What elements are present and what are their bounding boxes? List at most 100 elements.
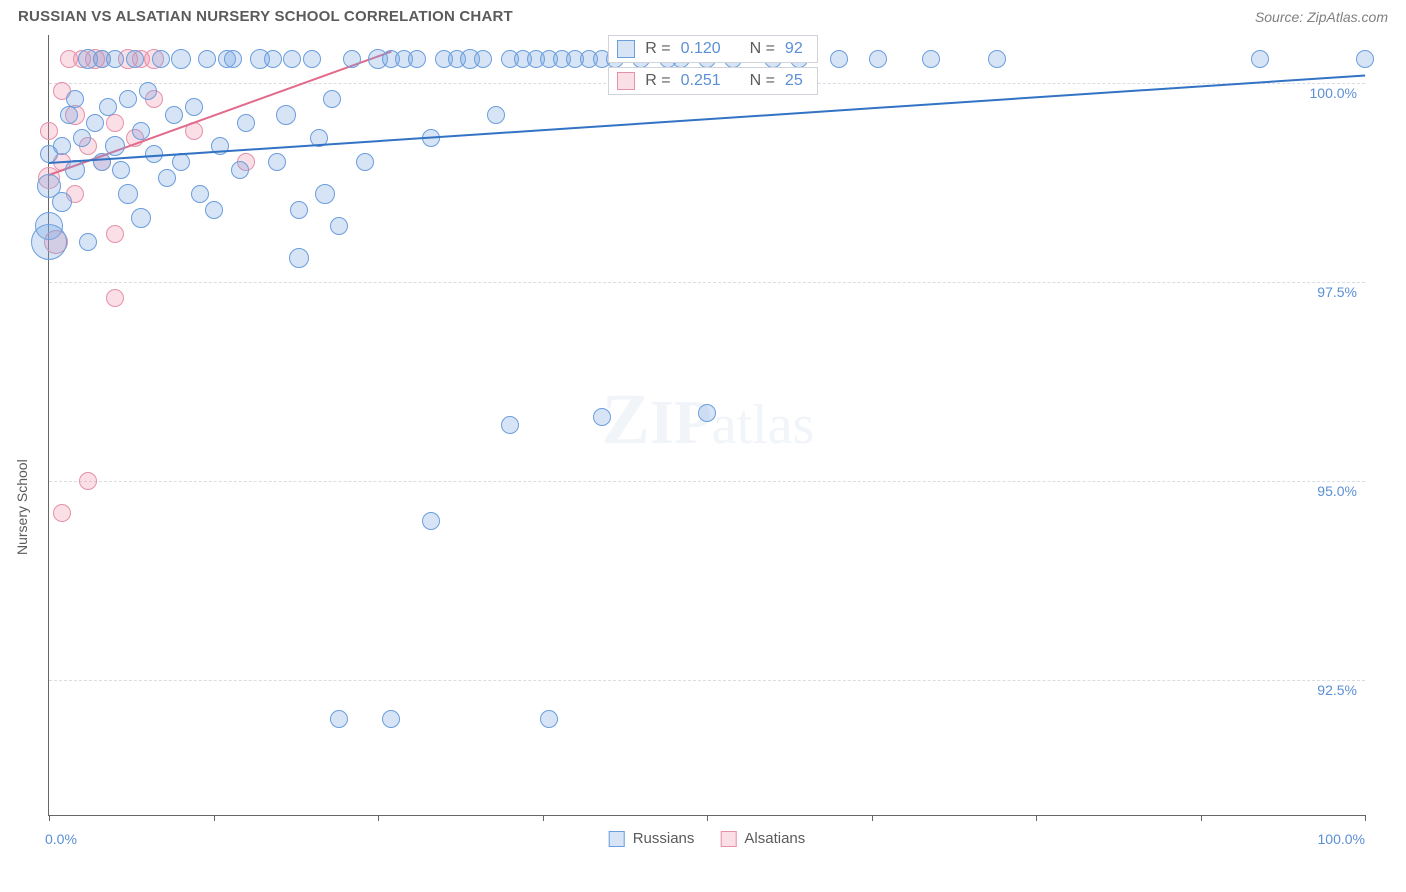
- russians-marker: [152, 50, 170, 68]
- russians-marker: [422, 512, 440, 530]
- alsatians-swatch-icon: [720, 831, 736, 847]
- stat-r-label: R =: [645, 40, 670, 58]
- russians-marker: [408, 50, 426, 68]
- gridline: [49, 481, 1365, 482]
- russians-marker: [330, 217, 348, 235]
- russians-marker: [73, 129, 91, 147]
- x-tick: [49, 815, 50, 821]
- russians-marker: [323, 90, 341, 108]
- russians-marker: [988, 50, 1006, 68]
- russians-marker: [66, 90, 84, 108]
- alsatians-marker: [79, 472, 97, 490]
- alsatians-marker: [40, 122, 58, 140]
- x-tick: [707, 815, 708, 821]
- x-tick: [1201, 815, 1202, 821]
- russians-marker: [191, 185, 209, 203]
- y-tick-label: 95.0%: [1315, 483, 1359, 499]
- russians-marker: [172, 153, 190, 171]
- russians-marker: [268, 153, 286, 171]
- russians-marker: [139, 82, 157, 100]
- x-tick-label: 0.0%: [45, 831, 77, 847]
- russians-swatch-icon: [617, 40, 635, 58]
- stat-r-value: 0.251: [681, 72, 721, 90]
- alsatians-swatch-icon: [617, 72, 635, 90]
- stat-r-label: R =: [645, 72, 670, 90]
- stats-box-russians: R =0.120 N =92: [608, 35, 817, 63]
- stat-n-value: 92: [785, 40, 803, 58]
- russians-marker: [52, 192, 72, 212]
- plot-area: 92.5%95.0%97.5%100.0%0.0%100.0%ZIPatlasR…: [48, 35, 1365, 816]
- russians-marker: [198, 50, 216, 68]
- stats-box-alsatians: R = 0.251 N = 25: [608, 67, 817, 95]
- russians-marker: [290, 201, 308, 219]
- russians-marker: [869, 50, 887, 68]
- russians-marker: [474, 50, 492, 68]
- y-tick-label: 100.0%: [1308, 85, 1359, 101]
- y-tick-label: 97.5%: [1315, 284, 1359, 300]
- russians-marker: [1251, 50, 1269, 68]
- alsatians-marker: [106, 225, 124, 243]
- russians-marker: [132, 122, 150, 140]
- russians-marker: [382, 710, 400, 728]
- russians-marker: [31, 224, 67, 260]
- russians-marker: [303, 50, 321, 68]
- russians-marker: [922, 50, 940, 68]
- russians-marker: [86, 114, 104, 132]
- russians-marker: [126, 50, 144, 68]
- legend-label: Russians: [633, 830, 695, 847]
- russians-marker: [60, 106, 78, 124]
- russians-marker: [185, 98, 203, 116]
- x-tick: [872, 815, 873, 821]
- russians-marker: [65, 160, 85, 180]
- russians-marker: [105, 136, 125, 156]
- russians-marker: [237, 114, 255, 132]
- russians-marker: [118, 184, 138, 204]
- legend-item-russians: Russians: [609, 830, 695, 847]
- russians-marker: [119, 90, 137, 108]
- title-bar: RUSSIAN VS ALSATIAN NURSERY SCHOOL CORRE…: [0, 0, 1406, 29]
- russians-marker: [487, 106, 505, 124]
- russians-marker: [106, 50, 124, 68]
- russians-marker: [315, 184, 335, 204]
- russians-marker: [99, 98, 117, 116]
- x-tick: [1365, 815, 1366, 821]
- russians-marker: [276, 105, 296, 125]
- russians-marker: [171, 49, 191, 69]
- gridline: [49, 680, 1365, 681]
- russians-marker: [231, 161, 249, 179]
- russians-marker: [330, 710, 348, 728]
- legend: Russians Alsatians: [609, 830, 806, 847]
- russians-marker: [264, 50, 282, 68]
- russians-marker: [224, 50, 242, 68]
- russians-marker: [131, 208, 151, 228]
- alsatians-marker: [106, 114, 124, 132]
- stat-n-label: N =: [750, 72, 775, 90]
- russians-marker: [343, 50, 361, 68]
- alsatians-marker: [106, 289, 124, 307]
- stat-r-value: 0.120: [681, 40, 721, 58]
- x-tick: [543, 815, 544, 821]
- russians-marker: [698, 404, 716, 422]
- russians-marker: [289, 248, 309, 268]
- russians-marker: [1356, 50, 1374, 68]
- russians-marker: [53, 137, 71, 155]
- source-label: Source: ZipAtlas.com: [1255, 9, 1388, 25]
- russians-marker: [79, 233, 97, 251]
- russians-marker: [205, 201, 223, 219]
- chart-container: Nursery School 92.5%95.0%97.5%100.0%0.0%…: [18, 35, 1388, 816]
- x-tick: [378, 815, 379, 821]
- russians-marker: [540, 710, 558, 728]
- x-tick-label: 100.0%: [1318, 831, 1365, 847]
- russians-marker: [501, 416, 519, 434]
- x-tick: [214, 815, 215, 821]
- gridline: [49, 282, 1365, 283]
- russians-marker: [112, 161, 130, 179]
- legend-label: Alsatians: [744, 830, 805, 847]
- alsatians-marker: [53, 504, 71, 522]
- x-tick: [1036, 815, 1037, 821]
- y-axis-label: Nursery School: [14, 459, 30, 555]
- y-tick-label: 92.5%: [1315, 682, 1359, 698]
- russians-swatch-icon: [609, 831, 625, 847]
- russians-marker: [830, 50, 848, 68]
- stat-n-value: 25: [785, 72, 803, 90]
